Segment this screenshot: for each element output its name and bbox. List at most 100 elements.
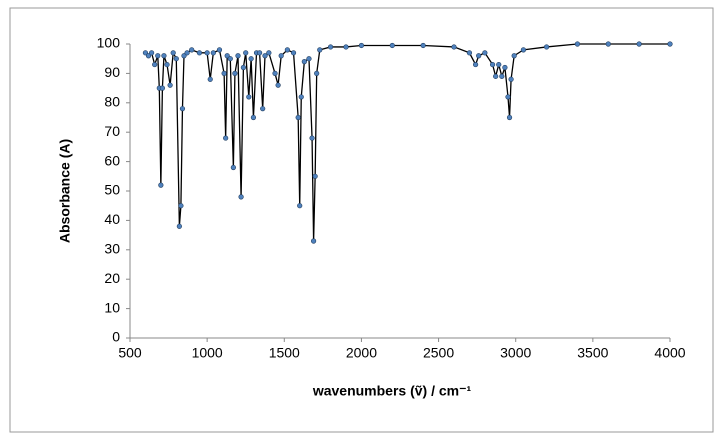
data-point bbox=[502, 64, 508, 71]
data-point bbox=[327, 44, 334, 50]
x-tick-label: 3000 bbox=[500, 345, 531, 361]
data-point bbox=[278, 53, 284, 59]
data-point bbox=[499, 73, 505, 79]
y-tick-label: 60 bbox=[104, 152, 120, 168]
x-tick-label: 4000 bbox=[654, 345, 685, 361]
data-point bbox=[311, 238, 317, 244]
y-tick-label: 70 bbox=[104, 123, 120, 139]
data-point bbox=[173, 56, 179, 62]
data-point bbox=[493, 73, 499, 79]
data-point bbox=[420, 42, 426, 49]
x-tick-label: 1500 bbox=[269, 345, 300, 361]
data-point bbox=[358, 42, 365, 49]
data-point bbox=[262, 53, 268, 59]
data-point bbox=[295, 114, 301, 121]
y-tick-label: 50 bbox=[104, 182, 120, 198]
data-point bbox=[508, 76, 514, 82]
y-tick-label: 90 bbox=[104, 64, 120, 80]
data-point bbox=[145, 53, 152, 59]
data-point bbox=[181, 53, 187, 59]
data-point bbox=[216, 47, 223, 53]
data-point bbox=[306, 56, 312, 62]
data-point bbox=[275, 82, 281, 88]
data-point bbox=[257, 50, 263, 56]
data-point bbox=[155, 53, 161, 59]
data-point bbox=[184, 50, 190, 56]
x-tick-label: 500 bbox=[118, 345, 142, 361]
y-tick-label: 30 bbox=[104, 241, 120, 257]
data-point bbox=[290, 50, 297, 56]
data-point bbox=[466, 50, 473, 56]
data-point bbox=[204, 50, 210, 56]
data-point bbox=[312, 173, 318, 179]
data-point bbox=[210, 50, 216, 56]
x-tick-label: 1000 bbox=[192, 345, 223, 361]
data-point bbox=[389, 42, 395, 49]
data-point bbox=[266, 50, 272, 56]
data-point bbox=[207, 76, 213, 82]
data-point bbox=[142, 50, 149, 56]
data-point bbox=[506, 114, 513, 121]
y-tick-label: 0 bbox=[112, 329, 120, 345]
data-point bbox=[520, 47, 527, 53]
data-point bbox=[170, 50, 176, 56]
data-point bbox=[574, 41, 581, 47]
data-point bbox=[260, 106, 266, 112]
data-point bbox=[605, 41, 611, 47]
y-axis-label: Absorbance (A) bbox=[57, 139, 73, 243]
data-point bbox=[667, 41, 673, 47]
data-point bbox=[317, 47, 323, 53]
data-point bbox=[297, 203, 303, 209]
data-point bbox=[476, 53, 482, 59]
data-point bbox=[284, 47, 290, 53]
data-point bbox=[179, 106, 186, 112]
y-tick-label: 10 bbox=[104, 299, 120, 315]
data-point bbox=[238, 194, 244, 200]
x-tick-label: 2000 bbox=[346, 345, 377, 361]
data-point bbox=[451, 44, 457, 50]
data-point bbox=[314, 70, 320, 76]
x-axis-label: wavenumbers (ṽ) / cm⁻¹ bbox=[312, 383, 472, 399]
data-point bbox=[489, 61, 496, 68]
data-point bbox=[482, 50, 488, 56]
data-point bbox=[158, 182, 164, 188]
data-point bbox=[243, 50, 249, 56]
data-point bbox=[235, 53, 241, 59]
data-point bbox=[246, 94, 252, 100]
data-point bbox=[272, 70, 278, 76]
x-tick-label: 2500 bbox=[423, 345, 454, 361]
x-tick-label: 3500 bbox=[577, 345, 608, 361]
data-point bbox=[543, 44, 550, 50]
y-tick-label: 100 bbox=[97, 35, 121, 51]
data-point bbox=[309, 135, 315, 141]
data-point bbox=[343, 44, 349, 50]
data-point bbox=[511, 53, 517, 59]
data-point bbox=[248, 56, 254, 62]
y-tick-label: 80 bbox=[104, 94, 120, 110]
data-point bbox=[230, 164, 236, 171]
data-point bbox=[240, 64, 246, 71]
y-tick-label: 20 bbox=[104, 270, 120, 286]
data-point bbox=[149, 50, 155, 56]
data-point bbox=[176, 223, 182, 229]
data-point bbox=[167, 82, 173, 88]
data-point bbox=[161, 53, 167, 59]
data-point bbox=[496, 61, 502, 68]
data-point bbox=[164, 61, 170, 68]
data-point bbox=[152, 61, 158, 68]
data-point bbox=[159, 85, 165, 91]
data-point bbox=[178, 203, 184, 209]
data-point bbox=[189, 47, 195, 53]
y-tick-label: 40 bbox=[104, 211, 120, 227]
data-point bbox=[196, 50, 203, 56]
data-point bbox=[301, 59, 307, 65]
data-point bbox=[298, 94, 304, 100]
data-point bbox=[636, 41, 642, 47]
data-point bbox=[227, 56, 233, 62]
data-point bbox=[232, 70, 238, 76]
data-point bbox=[221, 70, 227, 76]
data-point bbox=[473, 61, 479, 68]
data-point bbox=[224, 53, 230, 59]
data-point bbox=[250, 114, 257, 121]
